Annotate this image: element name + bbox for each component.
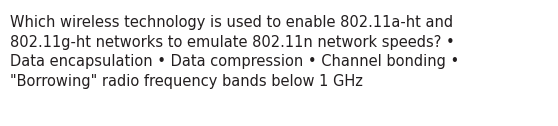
Text: Which wireless technology is used to enable 802.11a-ht and
802.11g-ht networks t: Which wireless technology is used to ena… — [10, 15, 459, 89]
